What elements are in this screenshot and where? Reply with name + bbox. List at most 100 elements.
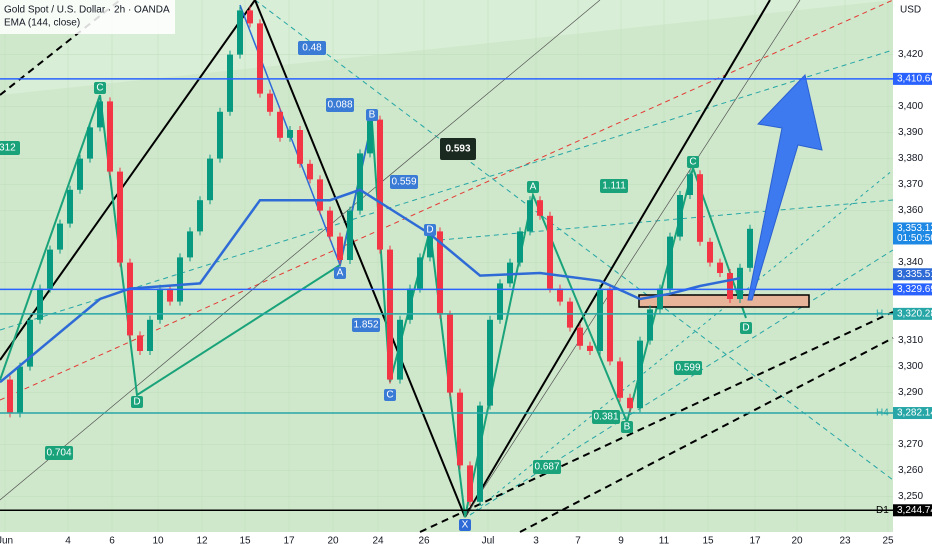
pattern-point-badge [94, 82, 106, 94]
ratio-badge [45, 446, 73, 460]
candle-body [277, 111, 283, 138]
countdown: 01:50:50 [897, 233, 932, 244]
y-tick-label: 3,390 [898, 127, 923, 138]
pattern-point: C [386, 390, 393, 401]
candle-body [237, 10, 243, 55]
pattern-point-badge [384, 389, 396, 401]
demand-zone [638, 294, 810, 308]
x-tick-label: Jun [0, 536, 13, 547]
candle-body [737, 267, 743, 299]
candle-body [287, 130, 293, 138]
pattern-point-badge [131, 396, 143, 408]
candle-body [517, 231, 523, 263]
pattern-point: C [689, 157, 696, 168]
candle-body [117, 171, 123, 263]
x-tick-label: 20 [791, 536, 803, 547]
candle-body [57, 223, 63, 250]
y-tick-label: 3,360 [898, 205, 923, 216]
x-tick-label: 17 [283, 536, 295, 547]
ratio-label: 0.48 [302, 43, 322, 54]
candle-body [297, 130, 303, 164]
candle-body [587, 345, 593, 351]
candle-body [7, 379, 13, 414]
ratio-label: .312 [0, 143, 16, 154]
pattern-point-badge [424, 224, 436, 236]
candle-body [727, 273, 733, 299]
y-tick-label: 3,420 [898, 49, 923, 60]
plot-background [0, 0, 893, 532]
candle-body [697, 174, 703, 242]
x-tick-label: 4 [65, 536, 71, 547]
ratio-label: 0.704 [46, 448, 71, 459]
harmonic-pattern [0, 94, 101, 381]
candle-body [17, 366, 23, 414]
drawings [0, 0, 894, 533]
candle-body [527, 200, 533, 232]
ratio-label: 0.559 [391, 177, 416, 188]
candle-body [47, 249, 53, 289]
candle-body [317, 179, 323, 211]
candle-body [67, 189, 73, 224]
price-badge-label: 3,353.125 [897, 223, 932, 234]
candle-body [367, 119, 373, 154]
candle-body [247, 10, 253, 24]
candle-body [27, 319, 33, 367]
price-badge [893, 504, 932, 517]
x-tick-label: 9 [618, 536, 624, 547]
candle-body [497, 283, 503, 320]
trend-line [254, 0, 894, 481]
x-tick-label: 10 [152, 536, 164, 547]
pattern-point-badge [687, 156, 699, 168]
candle-body [207, 158, 213, 201]
price-badge-label: 3,329.691 [897, 284, 932, 295]
ratio-badge [600, 179, 628, 193]
pattern-point: B [369, 110, 376, 121]
indicator-label: EMA (144, close) [4, 18, 80, 29]
ratio-label: 1.852 [353, 320, 378, 331]
trend-line [464, 0, 801, 518]
candle-body [647, 309, 653, 341]
price-badge [893, 268, 932, 281]
candle-body [87, 127, 93, 159]
candle-body [107, 101, 113, 172]
pattern-point-badge [527, 181, 539, 193]
candle-body [377, 119, 383, 250]
candle-body [147, 319, 153, 351]
ratio-badge [298, 41, 326, 55]
ratio-badge [533, 460, 561, 474]
pattern-point-badge [334, 267, 346, 279]
ratio-badge [352, 318, 380, 332]
ratio-label: 1.111 [602, 181, 626, 192]
y-tick-label: 3,260 [898, 465, 923, 476]
y-tick-label: 3,380 [898, 153, 923, 164]
trend-line [0, 49, 894, 331]
x-tick-label: 12 [196, 536, 208, 547]
x-tick-label: 23 [839, 536, 851, 547]
x-tick-label: 17 [749, 536, 761, 547]
ratio-badge [0, 141, 20, 155]
candle-body [577, 327, 583, 346]
ratio-label: 0.381 [593, 412, 618, 423]
candle-body [687, 174, 693, 195]
candle-body [657, 288, 663, 310]
price-badge [893, 222, 932, 245]
x-tick-label: Jul [482, 536, 495, 547]
candle-body [397, 319, 403, 380]
candle-body [507, 262, 513, 284]
target-arrow [747, 73, 823, 301]
trend-line [254, 0, 466, 518]
ratio-badge [390, 175, 418, 189]
ratio-label: 0.687 [534, 462, 559, 473]
x-tick-label: 3 [533, 536, 539, 547]
pattern-point-badge [621, 421, 633, 433]
candle-body [427, 231, 433, 258]
channel-line [519, 337, 894, 533]
price-badge [893, 307, 932, 320]
pattern-point: C [96, 83, 103, 94]
pattern-point-badge [740, 322, 752, 334]
pattern-point: B [624, 422, 631, 433]
ratio-label: 0.088 [327, 100, 352, 111]
candle-body [327, 210, 333, 237]
x-tick-label: 26 [418, 536, 430, 547]
candle-body [407, 288, 413, 320]
